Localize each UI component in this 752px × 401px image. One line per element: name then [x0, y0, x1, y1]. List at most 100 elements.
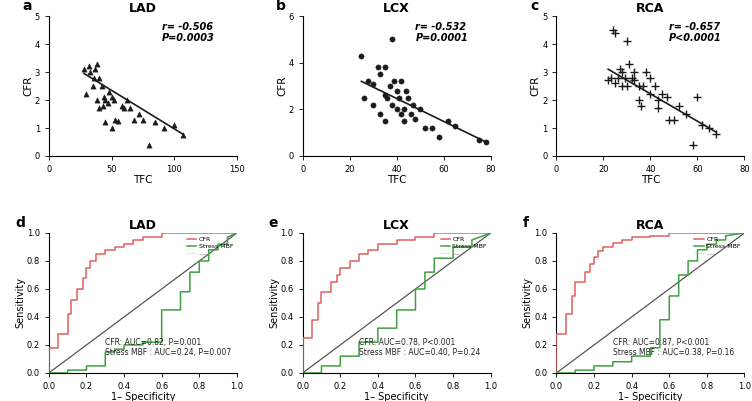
Title: RCA: RCA [636, 219, 665, 232]
Point [632, 83, 644, 89]
Point [616, 83, 628, 89]
Point [168, 122, 180, 128]
Point [133, 111, 145, 117]
Point [120, 97, 132, 103]
Text: CFR: AUC=0.87, P<0.001
Stress MBF : AUC=0.38, P=0.16: CFR: AUC=0.87, P<0.001 Stress MBF : AUC=… [613, 338, 734, 357]
Point [83, 63, 95, 70]
Title: LAD: LAD [129, 219, 157, 232]
Point [367, 101, 379, 108]
Point [103, 88, 115, 95]
Point [137, 116, 149, 123]
Point [673, 102, 685, 109]
Point [687, 142, 699, 148]
Text: f: f [523, 216, 529, 230]
Point [644, 75, 656, 81]
Text: c: c [530, 0, 538, 13]
Point [381, 95, 393, 101]
Point [400, 87, 412, 94]
Point [143, 142, 155, 148]
Point [405, 111, 417, 117]
X-axis label: 1– Specificity: 1– Specificity [618, 392, 683, 401]
Point [668, 116, 680, 123]
Point [102, 99, 114, 106]
Point [680, 111, 692, 117]
Point [84, 69, 96, 75]
Point [409, 115, 421, 122]
Point [692, 94, 704, 100]
Point [124, 105, 136, 111]
Point [379, 64, 391, 71]
Text: b: b [277, 0, 287, 13]
Point [372, 64, 384, 71]
Point [414, 106, 426, 113]
Y-axis label: CFR: CFR [277, 76, 287, 96]
Y-axis label: Sensitivity: Sensitivity [15, 277, 26, 328]
Y-axis label: CFR: CFR [23, 76, 33, 96]
Point [89, 66, 102, 73]
Point [433, 134, 445, 140]
Point [396, 111, 408, 117]
X-axis label: 1– Specificity: 1– Specificity [111, 392, 175, 401]
Point [632, 97, 644, 103]
Point [623, 61, 635, 67]
X-axis label: 1– Specificity: 1– Specificity [365, 392, 429, 401]
Point [480, 139, 492, 145]
Point [442, 118, 454, 124]
Point [150, 119, 162, 126]
Point [602, 77, 614, 84]
Point [628, 69, 640, 75]
Point [158, 125, 170, 131]
X-axis label: TFC: TFC [133, 175, 153, 185]
Point [611, 75, 623, 81]
Point [614, 66, 626, 73]
Text: a: a [23, 0, 32, 13]
Point [118, 105, 130, 111]
Point [90, 61, 102, 67]
Text: e: e [269, 216, 278, 230]
Point [473, 136, 485, 143]
Point [80, 91, 92, 97]
Point [386, 36, 398, 43]
Point [391, 87, 403, 94]
Point [374, 71, 387, 77]
Point [105, 94, 117, 100]
Point [367, 81, 379, 87]
Point [391, 106, 403, 113]
Point [407, 101, 419, 108]
Title: LCX: LCX [384, 2, 410, 15]
Title: LCX: LCX [384, 219, 410, 232]
Point [419, 125, 431, 131]
Point [177, 132, 189, 138]
Text: r= -0.532
P=0.0001: r= -0.532 P=0.0001 [415, 22, 468, 43]
Point [93, 105, 105, 111]
Point [88, 75, 100, 81]
Y-axis label: Sensitivity: Sensitivity [523, 277, 533, 328]
Point [93, 75, 105, 81]
Point [426, 125, 438, 131]
Point [379, 118, 391, 124]
Point [661, 94, 673, 100]
Legend: CFR, Stress MBF, ....: CFR, Stress MBF, .... [440, 236, 487, 257]
Point [128, 116, 140, 123]
Text: CFR: AUC=0.78, P<0.001
Stress MBF : AUC=0.40, P=0.24: CFR: AUC=0.78, P<0.001 Stress MBF : AUC=… [359, 338, 481, 357]
Point [651, 105, 663, 111]
Point [651, 97, 663, 103]
Point [86, 83, 99, 89]
Point [703, 125, 715, 131]
Legend: CFR, Stress MBF, ....: CFR, Stress MBF, .... [186, 236, 234, 257]
Text: d: d [15, 216, 25, 230]
Point [696, 122, 708, 128]
Point [621, 83, 633, 89]
Point [635, 102, 647, 109]
X-axis label: TFC: TFC [641, 175, 660, 185]
Text: CFR: AUC=0.82, P=0.001
Stress MBF : AUC=0.24, P=0.007: CFR: AUC=0.82, P=0.001 Stress MBF : AUC=… [105, 338, 232, 357]
Point [609, 30, 621, 36]
Point [656, 91, 669, 97]
Point [90, 97, 102, 103]
Point [108, 97, 120, 103]
Point [616, 69, 628, 75]
Point [362, 78, 374, 85]
Point [99, 119, 111, 126]
Point [398, 118, 410, 124]
Point [374, 111, 387, 117]
